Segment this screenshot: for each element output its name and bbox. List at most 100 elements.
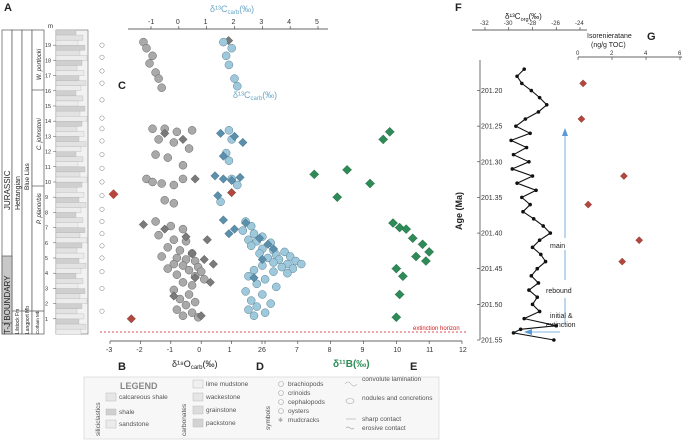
litho-bed xyxy=(55,80,87,86)
litho-bed xyxy=(55,328,82,335)
point-c-diamond xyxy=(268,244,278,254)
litho-bed xyxy=(55,252,85,259)
point-b-circle xyxy=(142,43,151,53)
tick-label-age: 201.55 xyxy=(481,338,503,345)
fossil-symbol xyxy=(99,42,105,48)
point-b-diamond xyxy=(160,128,170,138)
legend: LEGEND siliciclastics carbonates symbols… xyxy=(83,376,440,440)
point-d-diamond xyxy=(391,312,402,323)
tick-label-f: -30 xyxy=(504,21,513,27)
d13c-org-point xyxy=(531,217,536,221)
d13c-org-point xyxy=(554,323,559,328)
svg-text:✱: ✱ xyxy=(278,417,283,424)
meter-tick-label: 13 xyxy=(45,134,51,140)
point-b-circle xyxy=(175,294,185,304)
point-b-diamond xyxy=(187,248,197,258)
fossil-symbol xyxy=(99,231,105,237)
point-c-circle xyxy=(216,197,225,206)
fossil-symbol xyxy=(99,206,105,212)
d13c-org-point xyxy=(521,209,525,214)
meter-tick-label: 1 xyxy=(45,317,48,323)
panel-c-points xyxy=(210,37,306,321)
fossil-symbol xyxy=(99,179,105,185)
point-b-circle xyxy=(169,199,179,208)
meter-tick-label: 15 xyxy=(45,104,51,110)
label-planorbis: P. planorbis xyxy=(37,193,43,224)
panel-g-points xyxy=(577,79,644,266)
litho-bed xyxy=(55,298,88,304)
panel-c-title: δ¹³Ccarb(‰) xyxy=(233,90,277,102)
point-c-circle xyxy=(249,311,259,321)
point-d-diamond xyxy=(365,178,375,189)
point-c-circle xyxy=(238,226,248,235)
point-b-circle xyxy=(145,59,154,68)
point-c-circle xyxy=(241,287,250,296)
point-c-circle xyxy=(233,81,242,91)
legend-siliciclastics: siliciclastics xyxy=(95,402,102,436)
point-c-diamond xyxy=(218,215,228,225)
meter-tick-label: 3 xyxy=(45,286,48,292)
tick-label-age: 201.20 xyxy=(481,88,503,95)
panel-label-d: D xyxy=(256,361,264,373)
tick-label-b: 1 xyxy=(228,347,232,354)
label-lilstock: Lilstock Fm xyxy=(15,309,21,334)
d13c-org-point xyxy=(523,117,528,121)
legend-shale: shale xyxy=(119,409,135,416)
litho-bed xyxy=(55,161,79,168)
point-c-diamond xyxy=(235,172,245,182)
phase-annotations: main rebound initial & extinction xyxy=(524,128,576,335)
meter-tick-label: 10 xyxy=(45,180,51,186)
strat-column: JURASSIC Hettangian Blue Lias T-J BOUNDA… xyxy=(1,24,119,335)
point-c-circle xyxy=(246,241,256,251)
point-c-circle xyxy=(224,126,234,135)
d13c-org-point xyxy=(541,224,545,228)
point-d-diamond xyxy=(411,251,421,262)
fossil-symbol xyxy=(99,243,105,249)
legend-erosive: erosive contact xyxy=(362,425,406,432)
meter-tick-label: 12 xyxy=(45,150,51,156)
litho-bed xyxy=(55,90,77,97)
point-c-circle xyxy=(288,264,298,273)
point-b-circle xyxy=(169,259,179,269)
d13c-org-point xyxy=(552,338,556,342)
point-c-circle xyxy=(269,267,278,276)
point-b-circle xyxy=(172,305,182,314)
litho-bed xyxy=(55,85,82,91)
d13c-org-point xyxy=(528,202,532,207)
tick-label-c: 2 xyxy=(232,19,236,26)
litho-bed xyxy=(55,308,78,315)
d13c-org-line xyxy=(509,68,557,341)
fossil-symbol xyxy=(99,255,105,261)
point-c-circle xyxy=(260,308,270,317)
fossil-symbol xyxy=(99,152,105,158)
point-b-diamond xyxy=(190,174,200,184)
tick-label-g: 6 xyxy=(678,51,682,57)
tick-label-b: -2 xyxy=(136,347,142,354)
point-b-circle xyxy=(187,308,197,317)
tick-label-c: 5 xyxy=(315,19,319,26)
d13c-org-point xyxy=(529,88,534,93)
panel-d-points xyxy=(309,127,435,323)
litho-bed xyxy=(55,131,85,137)
axis-title-age: Age (Ma) xyxy=(454,192,464,230)
litho-bed xyxy=(55,166,86,173)
point-b-circle xyxy=(184,144,194,153)
point-b-circle xyxy=(166,221,176,231)
fossil-symbol xyxy=(99,80,105,86)
point-b-diamond xyxy=(196,311,206,321)
meter-tick-label: 6 xyxy=(45,241,48,247)
axis-title-iso: Isorenieratane xyxy=(587,33,632,40)
label-hettangian: Hettangian xyxy=(15,176,22,210)
point-g-diamond xyxy=(618,257,627,266)
panel-label-a: A xyxy=(4,2,12,14)
point-c-circle xyxy=(249,229,259,238)
legend-calcareous-shale: calcareous shale xyxy=(119,394,168,401)
point-b-diamond xyxy=(181,232,191,242)
point-d-diamond xyxy=(309,169,320,180)
point-c-circle xyxy=(252,279,262,289)
fossil-symbol xyxy=(99,165,105,171)
legend-convolute: convolute lamination xyxy=(362,376,422,383)
meter-tick-label: 4 xyxy=(45,271,48,277)
litho-bed xyxy=(55,222,79,228)
legend-title: LEGEND xyxy=(120,381,158,391)
